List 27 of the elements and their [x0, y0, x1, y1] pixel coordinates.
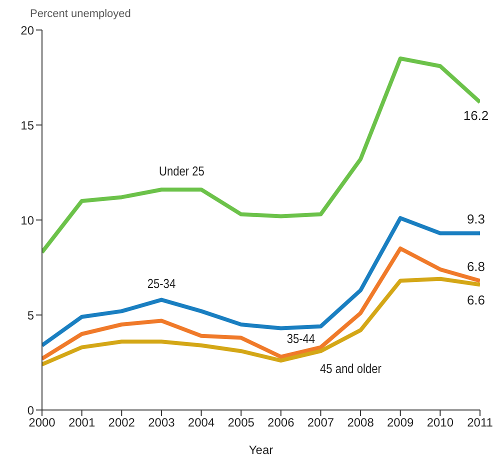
y-tick-label: 15	[20, 118, 34, 132]
x-tick-label: 2004	[188, 416, 215, 430]
x-tick-label: 2008	[347, 416, 374, 430]
data-label: 6.6	[466, 292, 486, 308]
x-tick-label: 2005	[228, 416, 255, 430]
data-label: 6.8	[466, 258, 486, 274]
y-tick-label: 5	[27, 308, 34, 322]
series-label: 45 and older	[320, 361, 382, 376]
x-tick-label: 2006	[268, 416, 295, 430]
x-tick-label: 2010	[426, 416, 454, 430]
series-label: Under 25	[159, 164, 205, 179]
x-axis-title: Year	[248, 443, 274, 457]
y-axis-title: Percent unemployed	[30, 8, 131, 20]
x-tick-label: 2001	[68, 416, 96, 430]
x-tick-label: 2009	[387, 416, 414, 430]
x-tick-label: 2003	[148, 416, 176, 430]
x-tick-label: 2000	[28, 416, 56, 430]
x-tick-label: 2011	[467, 416, 494, 430]
x-tick-label: 2007	[307, 416, 334, 430]
y-tick-label: 10	[20, 213, 34, 228]
x-tick-label: 2002	[108, 416, 136, 430]
y-tick-label: 20	[20, 23, 34, 38]
series-label: 25-34	[147, 276, 176, 292]
data-label: 16.2	[463, 108, 489, 124]
series-label: 35-44	[286, 330, 316, 346]
y-tick-label: 0	[27, 403, 34, 418]
data-label: 9.3	[466, 211, 486, 226]
